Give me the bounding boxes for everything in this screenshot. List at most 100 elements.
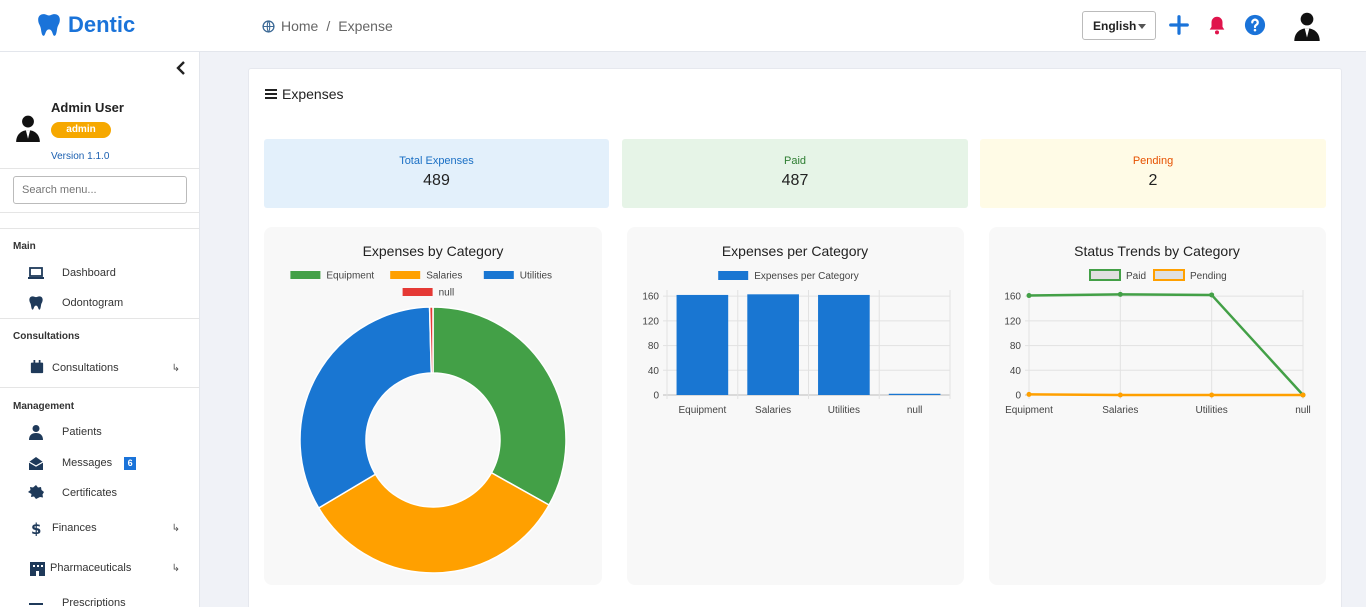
data-point — [1026, 293, 1032, 299]
chevron-left-icon[interactable] — [173, 60, 189, 76]
sidebar-item-finances[interactable]: $ Finances ↳ — [30, 517, 190, 539]
y-tick-label: 160 — [1004, 292, 1021, 303]
bar — [676, 294, 729, 395]
bar — [888, 393, 941, 395]
sidebar-item-label: Certificates — [62, 487, 118, 499]
dollar-icon: $ — [30, 520, 46, 536]
sidebar-item-label: Consultations — [52, 362, 119, 374]
y-tick-label: 0 — [653, 391, 659, 402]
sidebar: Admin User admin Version 1.1.0 Main Dash… — [0, 52, 200, 607]
chart-panel-per-category: Expenses per Category Expenses per Catego… — [627, 227, 964, 585]
laptop-icon — [28, 265, 44, 281]
sidebar-item-label: Odontogram — [62, 297, 124, 309]
legend-swatch — [1153, 269, 1185, 281]
breadcrumb-home[interactable]: Home — [281, 18, 319, 34]
chart-title: Expenses by Category — [363, 243, 504, 259]
tooth-icon — [38, 14, 60, 36]
x-tick-label: Salaries — [1102, 405, 1138, 416]
pie-slice — [432, 306, 567, 507]
sidebar-item-messages[interactable]: Messages 6 — [28, 452, 188, 474]
pie-slice — [428, 306, 434, 374]
sidebar-item-dashboard[interactable]: Dashboard — [28, 262, 188, 284]
brand-name: Dentic — [68, 12, 136, 37]
messages-badge: 6 — [124, 456, 137, 470]
chart-title: Expenses per Category — [722, 243, 868, 259]
chart-panel-category: Expenses by Category Equipment Salaries Uti… — [264, 227, 602, 585]
data-point — [1209, 292, 1215, 298]
legend-swatch — [483, 271, 514, 279]
stat-value: 489 — [423, 172, 450, 189]
page-title-text: Expenses — [282, 86, 344, 102]
y-tick-label: 120 — [1004, 316, 1021, 327]
user-name: Admin User — [51, 100, 124, 115]
role-badge: admin — [51, 122, 111, 138]
breadcrumb-separator: / — [326, 18, 331, 34]
bell-icon[interactable] — [1206, 14, 1228, 36]
legend-label: Equipment — [326, 271, 374, 282]
divider — [0, 387, 199, 388]
stat-label: Pending — [1132, 155, 1174, 167]
y-tick-label: 40 — [648, 366, 660, 377]
data-point — [1117, 392, 1123, 398]
section-management: Management — [13, 401, 75, 412]
divider — [0, 228, 199, 229]
sidebar-item-pharmaceuticals[interactable]: Pharmaceuticals ↳ — [30, 557, 190, 579]
section-consultations: Consultations — [13, 331, 80, 342]
data-point — [1026, 391, 1032, 397]
y-tick-label: 80 — [648, 341, 660, 352]
bar — [818, 294, 870, 395]
pie-slice — [299, 306, 433, 510]
search-input[interactable] — [13, 176, 187, 204]
stat-pending: Pending 2 — [980, 139, 1326, 208]
y-tick-label: 40 — [1010, 366, 1022, 377]
breadcrumb-current: Expense — [338, 18, 393, 34]
divider — [0, 212, 199, 213]
plus-icon[interactable] — [1168, 14, 1190, 36]
svg-text:$: $ — [31, 520, 41, 536]
x-tick-label: null — [1295, 405, 1311, 416]
sidebar-item-label: Prescriptions — [62, 597, 126, 607]
y-tick-label: 120 — [642, 316, 659, 327]
y-tick-label: 80 — [1010, 341, 1022, 352]
legend-label: Pending — [1190, 271, 1227, 282]
divider — [0, 318, 199, 319]
chevron-down-icon — [1138, 24, 1146, 29]
tooth-icon — [28, 295, 44, 311]
user-avatar-icon[interactable] — [1293, 11, 1321, 41]
data-point — [1209, 392, 1215, 398]
building-icon — [30, 560, 46, 576]
breadcrumb: Home / Expense — [262, 18, 393, 34]
calendar-icon — [30, 360, 46, 376]
stat-label: Paid — [783, 155, 807, 167]
top-bar: Dentic Home / Expense English — [0, 0, 1366, 52]
data-point — [1117, 291, 1123, 297]
sidebar-item-odontogram[interactable]: Odontogram — [28, 292, 188, 314]
expenses-card: Expenses Total Expenses 489 Paid 487 Pen… — [248, 68, 1342, 607]
bar-chart: Expenses per Category Expenses per Catego… — [642, 243, 951, 416]
bar — [747, 294, 799, 395]
legend-swatch — [718, 271, 749, 280]
language-select[interactable]: English — [1082, 11, 1156, 40]
data-point — [1300, 392, 1306, 398]
y-tick-label: 0 — [1015, 391, 1021, 402]
help-icon[interactable] — [1244, 14, 1266, 36]
legend-label: Expenses per Category — [754, 271, 859, 282]
sidebar-item-patients[interactable]: Patients — [28, 421, 188, 443]
chevron-icon: ↳ — [171, 523, 180, 534]
sidebar-item-prescriptions[interactable]: Prescriptions — [28, 592, 188, 607]
x-tick-label: null — [907, 405, 923, 416]
chevron-icon: ↳ — [171, 563, 180, 574]
chart-title: Status Trends by Category — [1074, 243, 1240, 259]
line-chart: Status Trends by Category Paid Pending 0 40 8… — [1004, 243, 1311, 416]
legend-label: Utilities — [520, 271, 552, 282]
legend-swatch — [390, 271, 421, 279]
sidebar-item-consultations[interactable]: Consultations ↳ — [30, 357, 190, 379]
series-line — [1028, 393, 1303, 397]
legend-swatch — [1089, 269, 1121, 281]
globe-icon — [262, 19, 275, 33]
x-tick-label: Equipment — [1005, 405, 1053, 416]
brand-logo[interactable]: Dentic — [36, 12, 135, 38]
user-avatar-icon — [16, 115, 40, 142]
sidebar-item-certificates[interactable]: Certificates — [28, 482, 188, 504]
divider — [0, 168, 199, 169]
